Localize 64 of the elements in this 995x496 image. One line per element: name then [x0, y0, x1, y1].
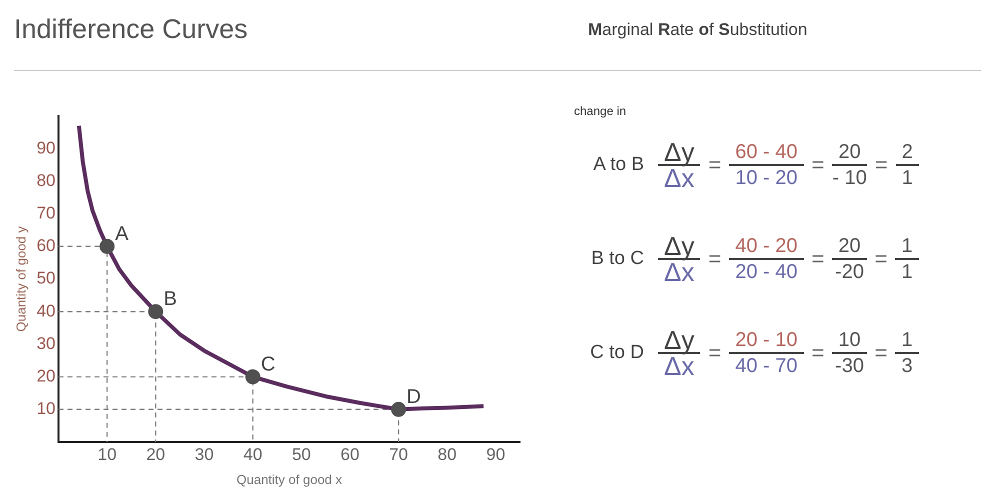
x-tick-label: 10: [98, 444, 117, 464]
annotation: C: [260, 353, 276, 376]
annotation: D: [406, 386, 422, 408]
y-tick-label: 40: [36, 301, 56, 320]
y-tick-label: 50: [36, 268, 56, 288]
x-tick-label: 70: [389, 444, 408, 464]
text: change in: [574, 104, 628, 118]
point: [245, 369, 260, 384]
point: [391, 402, 406, 417]
y-axis-title: Quantity of good y: [13, 226, 28, 332]
text: =: [874, 340, 888, 366]
text: C to D: [589, 342, 644, 364]
text: 60 - 40: [729, 140, 804, 166]
text: Marginal Rate of Substitution: [588, 20, 808, 40]
x-tick-label: 20: [146, 444, 166, 464]
text: Δy: [658, 231, 700, 261]
text: =: [708, 152, 722, 178]
text: =: [708, 246, 722, 272]
text: =: [874, 246, 888, 272]
y-tick-label: 10: [36, 399, 56, 418]
text: -30: [835, 354, 864, 378]
point: [100, 238, 115, 254]
text: Δy: [658, 137, 700, 167]
text: - 10: [832, 166, 867, 190]
text: =: [708, 340, 722, 366]
text: 1: [902, 166, 913, 190]
x-axis-title: Quantity of good x: [236, 472, 343, 487]
x-tick-label: 30: [194, 444, 214, 464]
text: 2: [896, 140, 919, 166]
x-tick-label: 60: [340, 444, 360, 464]
text: Δy: [658, 325, 700, 355]
text: A to B: [592, 154, 644, 176]
text: 40 - 70: [735, 354, 798, 378]
text: 10: [832, 328, 867, 354]
x-tick-label: 40: [243, 444, 262, 464]
text: 10 - 20: [735, 166, 798, 190]
x-tick-label: 80: [438, 444, 457, 464]
y-tick-label: 80: [36, 170, 56, 190]
text: =: [812, 246, 824, 272]
text: 20: [832, 140, 867, 166]
y-tick-label: 30: [36, 334, 56, 353]
y-tick-label: 90: [36, 138, 56, 158]
text: 1: [895, 328, 919, 354]
text: 20 - 40: [735, 260, 798, 284]
text: 3: [901, 354, 913, 378]
text: =: [874, 152, 888, 178]
annotation: A: [115, 222, 130, 245]
x-tick-label: 50: [292, 444, 311, 464]
text: =: [812, 340, 824, 366]
text: 1: [895, 234, 919, 260]
text: 20 - 10: [729, 328, 804, 354]
text: 1: [901, 260, 913, 284]
text: -20: [835, 260, 864, 284]
text: =: [812, 152, 824, 178]
y-tick-label: 60: [36, 236, 56, 256]
y-tick-label: 20: [36, 366, 56, 386]
text: B to C: [590, 248, 644, 270]
text: 20: [832, 234, 867, 260]
x-tick-label: 90: [486, 444, 506, 464]
y-tick-label: 70: [36, 203, 56, 222]
text: 40 - 20: [729, 234, 804, 260]
annotation: B: [164, 288, 178, 310]
chart-title: Indifference Curves: [14, 14, 248, 45]
point: [148, 304, 164, 320]
